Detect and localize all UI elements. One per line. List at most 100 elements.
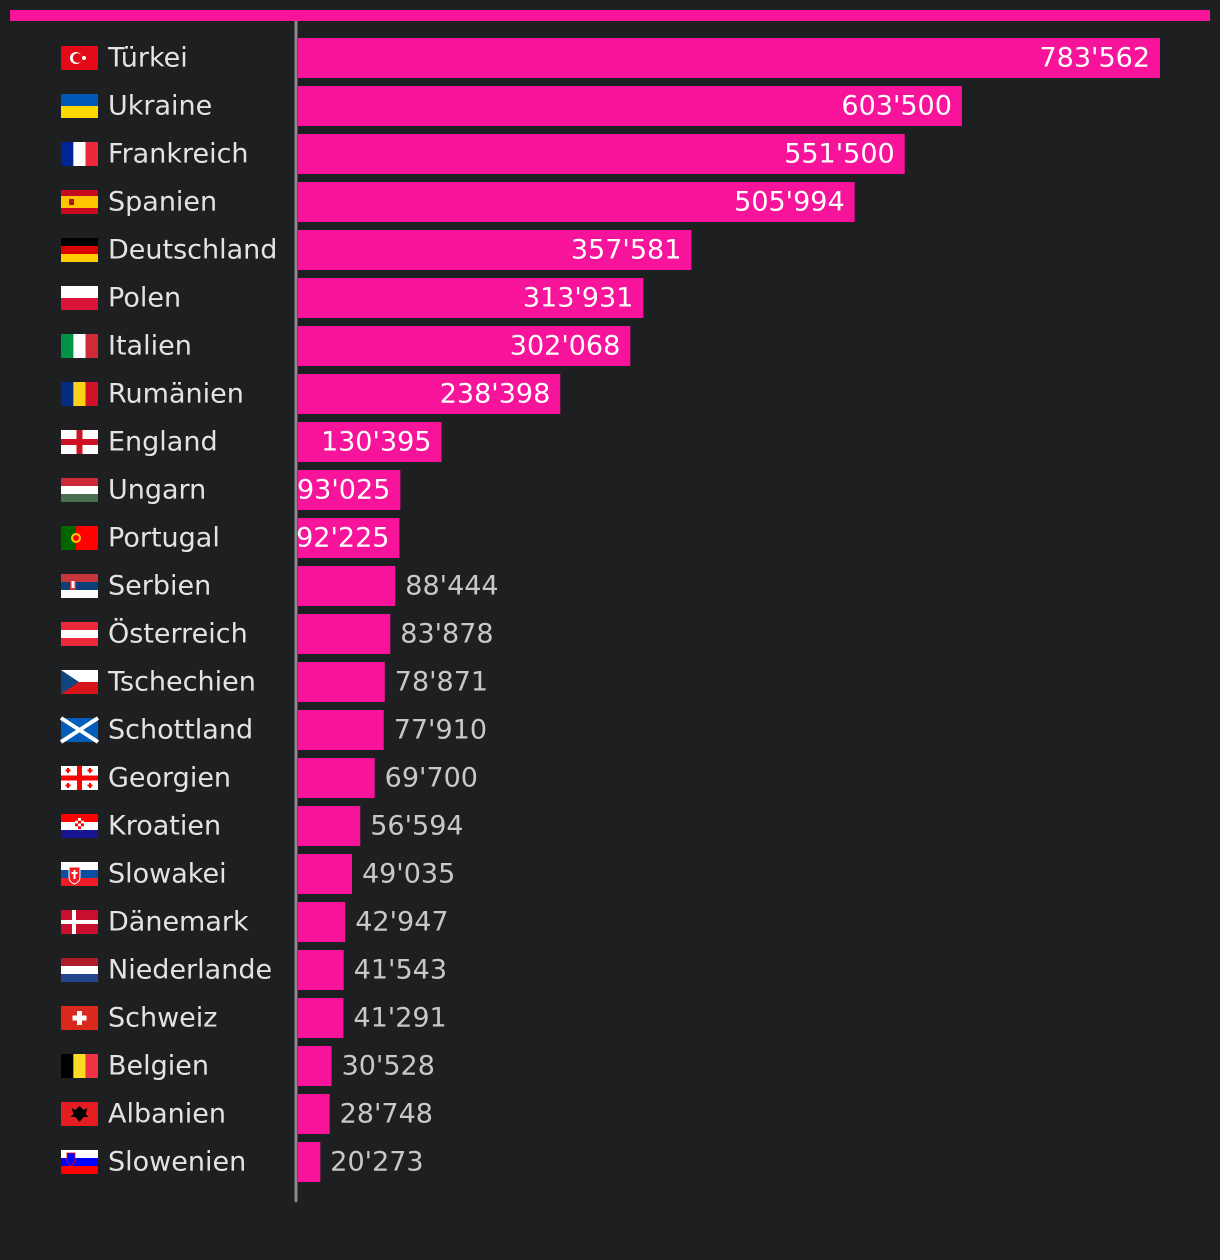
category-label: Polen — [108, 283, 181, 314]
value-label: 56'594 — [370, 811, 463, 842]
bar — [298, 950, 344, 990]
bar — [298, 710, 384, 750]
category-label: Schweiz — [108, 1003, 217, 1034]
value-label: 77'910 — [394, 715, 487, 746]
hr-flag-icon — [61, 814, 98, 838]
category-label: Belgien — [108, 1051, 209, 1082]
bar-row: Tschechien 78'871 — [61, 662, 488, 702]
category-label: Niederlande — [108, 955, 272, 986]
category-label: Albanien — [108, 1099, 226, 1130]
bar — [298, 374, 561, 414]
pl-flag-icon — [61, 286, 98, 310]
bar — [298, 614, 391, 654]
tr-flag-icon — [61, 46, 98, 70]
ch-flag-icon — [61, 1006, 98, 1030]
value-label: 551'500 — [784, 139, 895, 170]
dk-flag-icon — [61, 910, 98, 934]
bar-row: Dänemark 42'947 — [61, 902, 449, 942]
bar — [298, 422, 442, 462]
bar-row: Polen 313'931 — [61, 278, 644, 318]
bar-row: Ukraine 603'500 — [61, 86, 962, 126]
bar-row: Österreich 83'878 — [61, 614, 494, 654]
bar — [298, 662, 385, 702]
category-label: Slowenien — [108, 1147, 246, 1178]
be-flag-icon — [61, 1054, 98, 1078]
category-label: Dänemark — [108, 907, 249, 938]
sk-flag-icon — [61, 862, 98, 886]
al-flag-icon — [61, 1102, 98, 1126]
bar-row: Serbien 88'444 — [61, 566, 499, 606]
category-label: Frankreich — [108, 139, 249, 170]
category-label: England — [108, 427, 218, 458]
ua-flag-icon — [61, 94, 98, 118]
bar — [298, 278, 644, 318]
bar-row: Niederlande 41'543 — [61, 950, 447, 990]
bar — [298, 566, 396, 606]
ro-flag-icon — [61, 382, 98, 406]
category-label: Deutschland — [108, 235, 277, 266]
category-label: Slowakei — [108, 859, 227, 890]
top-rule — [10, 10, 1210, 21]
value-label: 238'398 — [440, 379, 551, 410]
value-label: 78'871 — [395, 667, 488, 698]
value-label: 92'225 — [296, 523, 389, 554]
value-label: 41'291 — [353, 1003, 446, 1034]
value-label: 603'500 — [841, 91, 952, 122]
category-label: Türkei — [107, 43, 188, 74]
bar-row: Georgien 69'700 — [61, 758, 478, 798]
value-label: 41'543 — [354, 955, 447, 986]
category-label: Portugal — [108, 523, 220, 554]
gb-eng-flag-icon — [61, 430, 98, 454]
chart-rows: Türkei 783'562 Ukraine 603'500 Frankreich 551… — [59, 38, 1160, 1182]
bar — [298, 38, 1160, 78]
si-flag-icon — [61, 1150, 98, 1174]
value-label: 357'581 — [571, 235, 682, 266]
bar-row: England 130'395 — [61, 422, 442, 462]
value-label: 302'068 — [510, 331, 621, 362]
bar — [298, 326, 631, 366]
bar-row: Rumänien 238'398 — [61, 374, 561, 414]
hu-flag-icon — [61, 478, 98, 502]
bar — [298, 758, 375, 798]
category-label: Tschechien — [107, 667, 256, 698]
gb-sct-flag-icon — [59, 716, 100, 744]
bar-row: Italien 302'068 — [61, 326, 631, 366]
category-label: Schottland — [108, 715, 253, 746]
bar — [298, 182, 855, 222]
bar-row: Belgien 30'528 — [61, 1046, 435, 1086]
bar-row: Deutschland 357'581 — [61, 230, 692, 270]
category-label: Österreich — [108, 618, 248, 650]
value-label: 88'444 — [405, 571, 498, 602]
value-label: 93'025 — [297, 475, 390, 506]
bar-row: Spanien 505'994 — [61, 182, 855, 222]
bar — [298, 1046, 332, 1086]
category-label: Italien — [108, 331, 192, 362]
bar-row: Frankreich 551'500 — [61, 134, 905, 174]
value-label: 783'562 — [1040, 43, 1151, 74]
at-flag-icon — [61, 622, 98, 646]
bar — [298, 806, 361, 846]
bar — [298, 134, 905, 174]
category-label: Ukraine — [108, 91, 212, 122]
bar — [298, 470, 401, 510]
bar-row: Türkei 783'562 — [61, 38, 1160, 78]
value-label: 69'700 — [385, 763, 478, 794]
value-label: 28'748 — [340, 1099, 433, 1130]
fr-flag-icon — [61, 142, 98, 166]
value-label: 313'931 — [523, 283, 634, 314]
value-label: 42'947 — [355, 907, 448, 938]
cz-flag-icon — [61, 670, 98, 694]
category-label: Serbien — [108, 571, 211, 602]
de-flag-icon — [61, 238, 98, 262]
value-label: 30'528 — [342, 1051, 435, 1082]
bar-row: Ungarn 93'025 — [61, 470, 401, 510]
value-label: 130'395 — [321, 427, 432, 458]
ge-flag-icon — [61, 766, 98, 790]
category-label: Rumänien — [108, 379, 244, 410]
bar — [298, 86, 962, 126]
bar-row: Slowenien 20'273 — [61, 1142, 424, 1182]
it-flag-icon — [61, 334, 98, 358]
value-label: 49'035 — [362, 859, 455, 890]
rs-flag-icon — [61, 574, 98, 598]
